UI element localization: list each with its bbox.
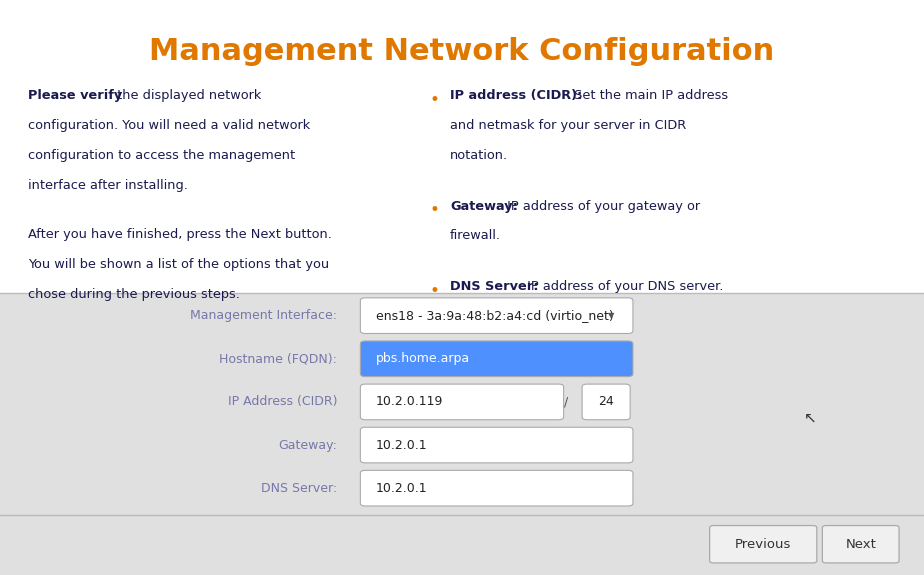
FancyBboxPatch shape	[360, 341, 633, 377]
FancyBboxPatch shape	[360, 427, 633, 463]
FancyBboxPatch shape	[360, 298, 633, 334]
Text: IP Address (CIDR): IP Address (CIDR)	[227, 396, 337, 408]
Text: pbs.home.arpa: pbs.home.arpa	[376, 352, 470, 365]
Text: IP address of your gateway or: IP address of your gateway or	[504, 200, 700, 213]
Text: 10.2.0.119: 10.2.0.119	[376, 396, 444, 408]
Text: configuration. You will need a valid network: configuration. You will need a valid net…	[28, 119, 310, 132]
FancyBboxPatch shape	[0, 293, 924, 575]
FancyBboxPatch shape	[710, 526, 817, 563]
Text: the displayed network: the displayed network	[113, 89, 261, 102]
FancyBboxPatch shape	[360, 384, 564, 420]
Text: IP address (CIDR):: IP address (CIDR):	[450, 89, 582, 102]
Text: Hostname (FQDN):: Hostname (FQDN):	[219, 352, 337, 365]
Text: After you have finished, press the Next button.: After you have finished, press the Next …	[28, 228, 332, 241]
Text: and netmask for your server in CIDR: and netmask for your server in CIDR	[450, 119, 687, 132]
FancyBboxPatch shape	[582, 384, 630, 420]
Text: 10.2.0.1: 10.2.0.1	[376, 482, 428, 494]
Text: Previous: Previous	[735, 538, 792, 551]
Text: /: /	[565, 396, 568, 408]
Text: DNS Server:: DNS Server:	[450, 280, 539, 293]
Text: 10.2.0.1: 10.2.0.1	[376, 439, 428, 451]
Text: DNS Server:: DNS Server:	[261, 482, 337, 494]
FancyBboxPatch shape	[822, 526, 899, 563]
Text: Gateway:: Gateway:	[450, 200, 517, 213]
Text: IP address of your DNS server.: IP address of your DNS server.	[523, 280, 723, 293]
FancyBboxPatch shape	[360, 470, 633, 506]
Text: Next: Next	[845, 538, 876, 551]
Text: •: •	[430, 282, 440, 300]
Text: configuration to access the management: configuration to access the management	[28, 149, 295, 162]
Text: Gateway:: Gateway:	[278, 439, 337, 451]
Text: Set the main IP address: Set the main IP address	[570, 89, 728, 102]
Text: firewall.: firewall.	[450, 229, 501, 243]
Text: 24: 24	[598, 396, 614, 408]
Text: You will be shown a list of the options that you: You will be shown a list of the options …	[28, 258, 329, 271]
Text: chose during the previous steps.: chose during the previous steps.	[28, 288, 239, 301]
Text: Management Interface:: Management Interface:	[190, 309, 337, 322]
Text: Management Network Configuration: Management Network Configuration	[150, 37, 774, 66]
Text: ens18 - 3a:9a:48:b2:a4:cd (virtio_net): ens18 - 3a:9a:48:b2:a4:cd (virtio_net)	[376, 309, 614, 322]
Text: notation.: notation.	[450, 149, 508, 162]
Text: Please verify: Please verify	[28, 89, 122, 102]
Text: ▼: ▼	[608, 311, 615, 320]
Text: ↖: ↖	[804, 411, 817, 426]
Text: interface after installing.: interface after installing.	[28, 179, 188, 192]
Text: •: •	[430, 201, 440, 219]
Text: •: •	[430, 91, 440, 109]
